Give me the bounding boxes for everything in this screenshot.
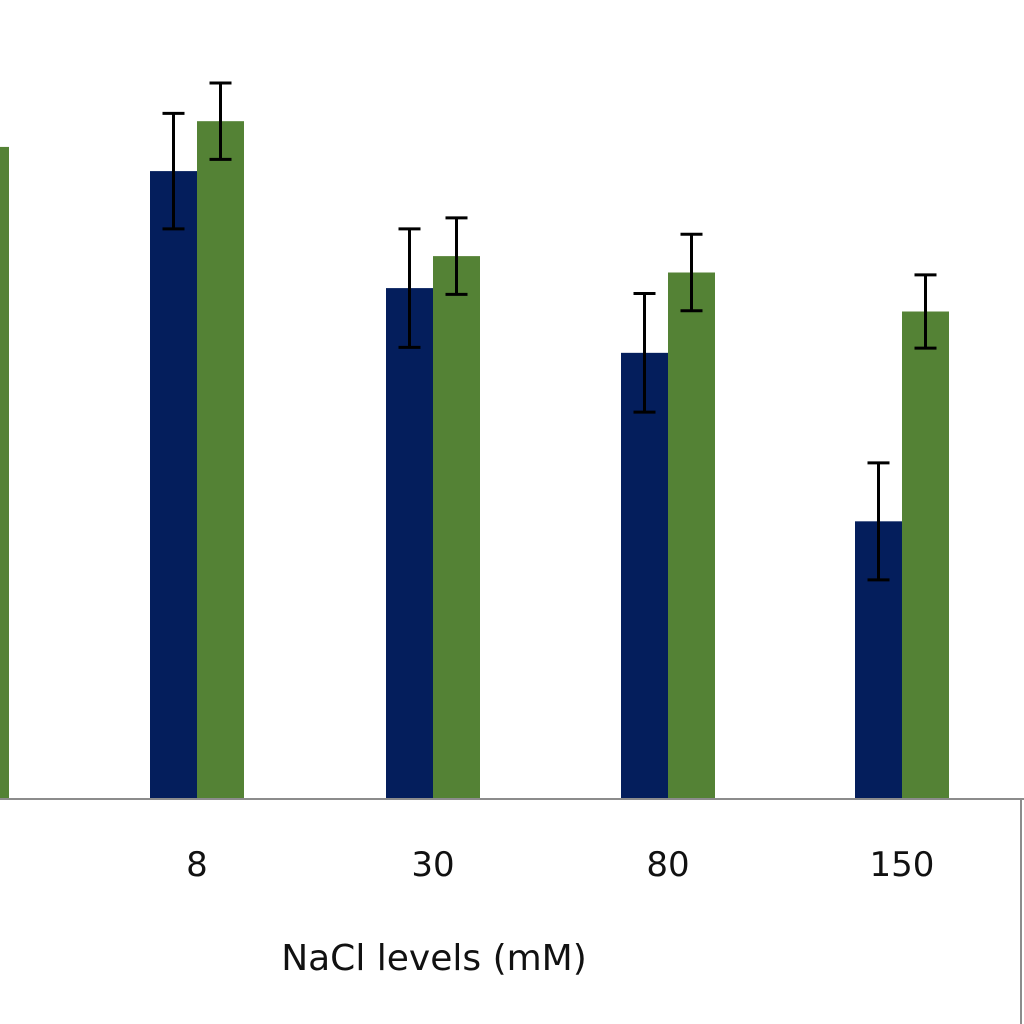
- x-tick-label-150: 150: [870, 845, 935, 885]
- bar-series2-150: [902, 311, 949, 799]
- bar-series2-0: [0, 146, 9, 800]
- bar-series2-8: [197, 121, 244, 800]
- error-bar-series2-8: [209, 81, 232, 161]
- error-bar-series2-150: [914, 273, 937, 350]
- x-tick-label-80: 80: [646, 845, 689, 885]
- bars-layer: [0, 81, 949, 800]
- x-tick-labels: 083080150: [186, 845, 935, 885]
- x-axis-title: NaCl levels (mM): [281, 938, 587, 979]
- error-bar-series2-80: [680, 232, 703, 313]
- bar-series2-80: [668, 272, 715, 799]
- error-bar-series1-80: [633, 292, 656, 414]
- error-bar-series1-8: [162, 111, 185, 231]
- bar-series1-80: [621, 352, 668, 799]
- x-tick-label-8: 8: [186, 845, 208, 885]
- bar-series1-8: [150, 171, 197, 800]
- error-bar-series2-30: [445, 216, 468, 296]
- bar-series2-30: [433, 256, 480, 799]
- error-bar-series1-30: [398, 227, 421, 349]
- bar-series1-30: [386, 288, 433, 799]
- error-bar-series1-150: [867, 461, 890, 582]
- x-tick-label-30: 30: [411, 845, 454, 885]
